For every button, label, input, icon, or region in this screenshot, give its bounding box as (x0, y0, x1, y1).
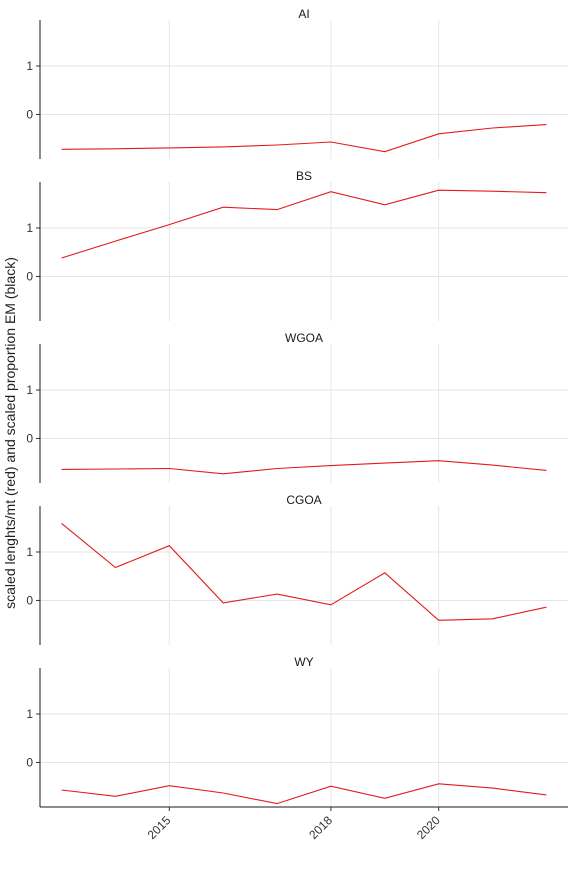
panels-group: 0 1 AI 0 1 BS 0 1 WGOA 0 1 CGOA 0 1 WY 2015 2018 2020 (26, 7, 568, 842)
panel-title: WY (294, 655, 313, 669)
panel-title: AI (298, 7, 309, 21)
series-line (61, 460, 547, 475)
y-tick-label: 1 (26, 221, 33, 235)
y-tick-label: 0 (26, 593, 33, 607)
y-tick-label: 0 (26, 431, 33, 445)
y-tick-label: 1 (26, 545, 33, 559)
x-tick-label: 2018 (306, 813, 335, 842)
y-tick-label: 1 (26, 59, 33, 73)
series-line (61, 522, 547, 621)
y-tick-label: 1 (26, 707, 33, 721)
panel-title: CGOA (286, 493, 321, 507)
series-line (61, 783, 547, 805)
panel-title: BS (296, 169, 312, 183)
series-line (61, 189, 547, 259)
panel-wy: 0 1 WY 2015 2018 2020 (26, 655, 568, 842)
x-tick-label: 2020 (414, 813, 443, 842)
panel-cgoa: 0 1 CGOA (26, 493, 568, 645)
x-tick-label: 2015 (145, 813, 174, 842)
series-line (61, 124, 547, 153)
panel-bs: 0 1 BS (26, 169, 568, 321)
y-axis-title: scaled lenghts/mt (red) and scaled propo… (2, 257, 18, 609)
y-tick-label: 0 (26, 755, 33, 769)
panel-ai: 0 1 AI (26, 7, 568, 159)
y-tick-label: 0 (26, 269, 33, 283)
y-tick-label: 0 (26, 107, 33, 121)
panel-wgoa: 0 1 WGOA (26, 331, 568, 483)
panel-title: WGOA (285, 331, 323, 345)
y-tick-label: 1 (26, 383, 33, 397)
